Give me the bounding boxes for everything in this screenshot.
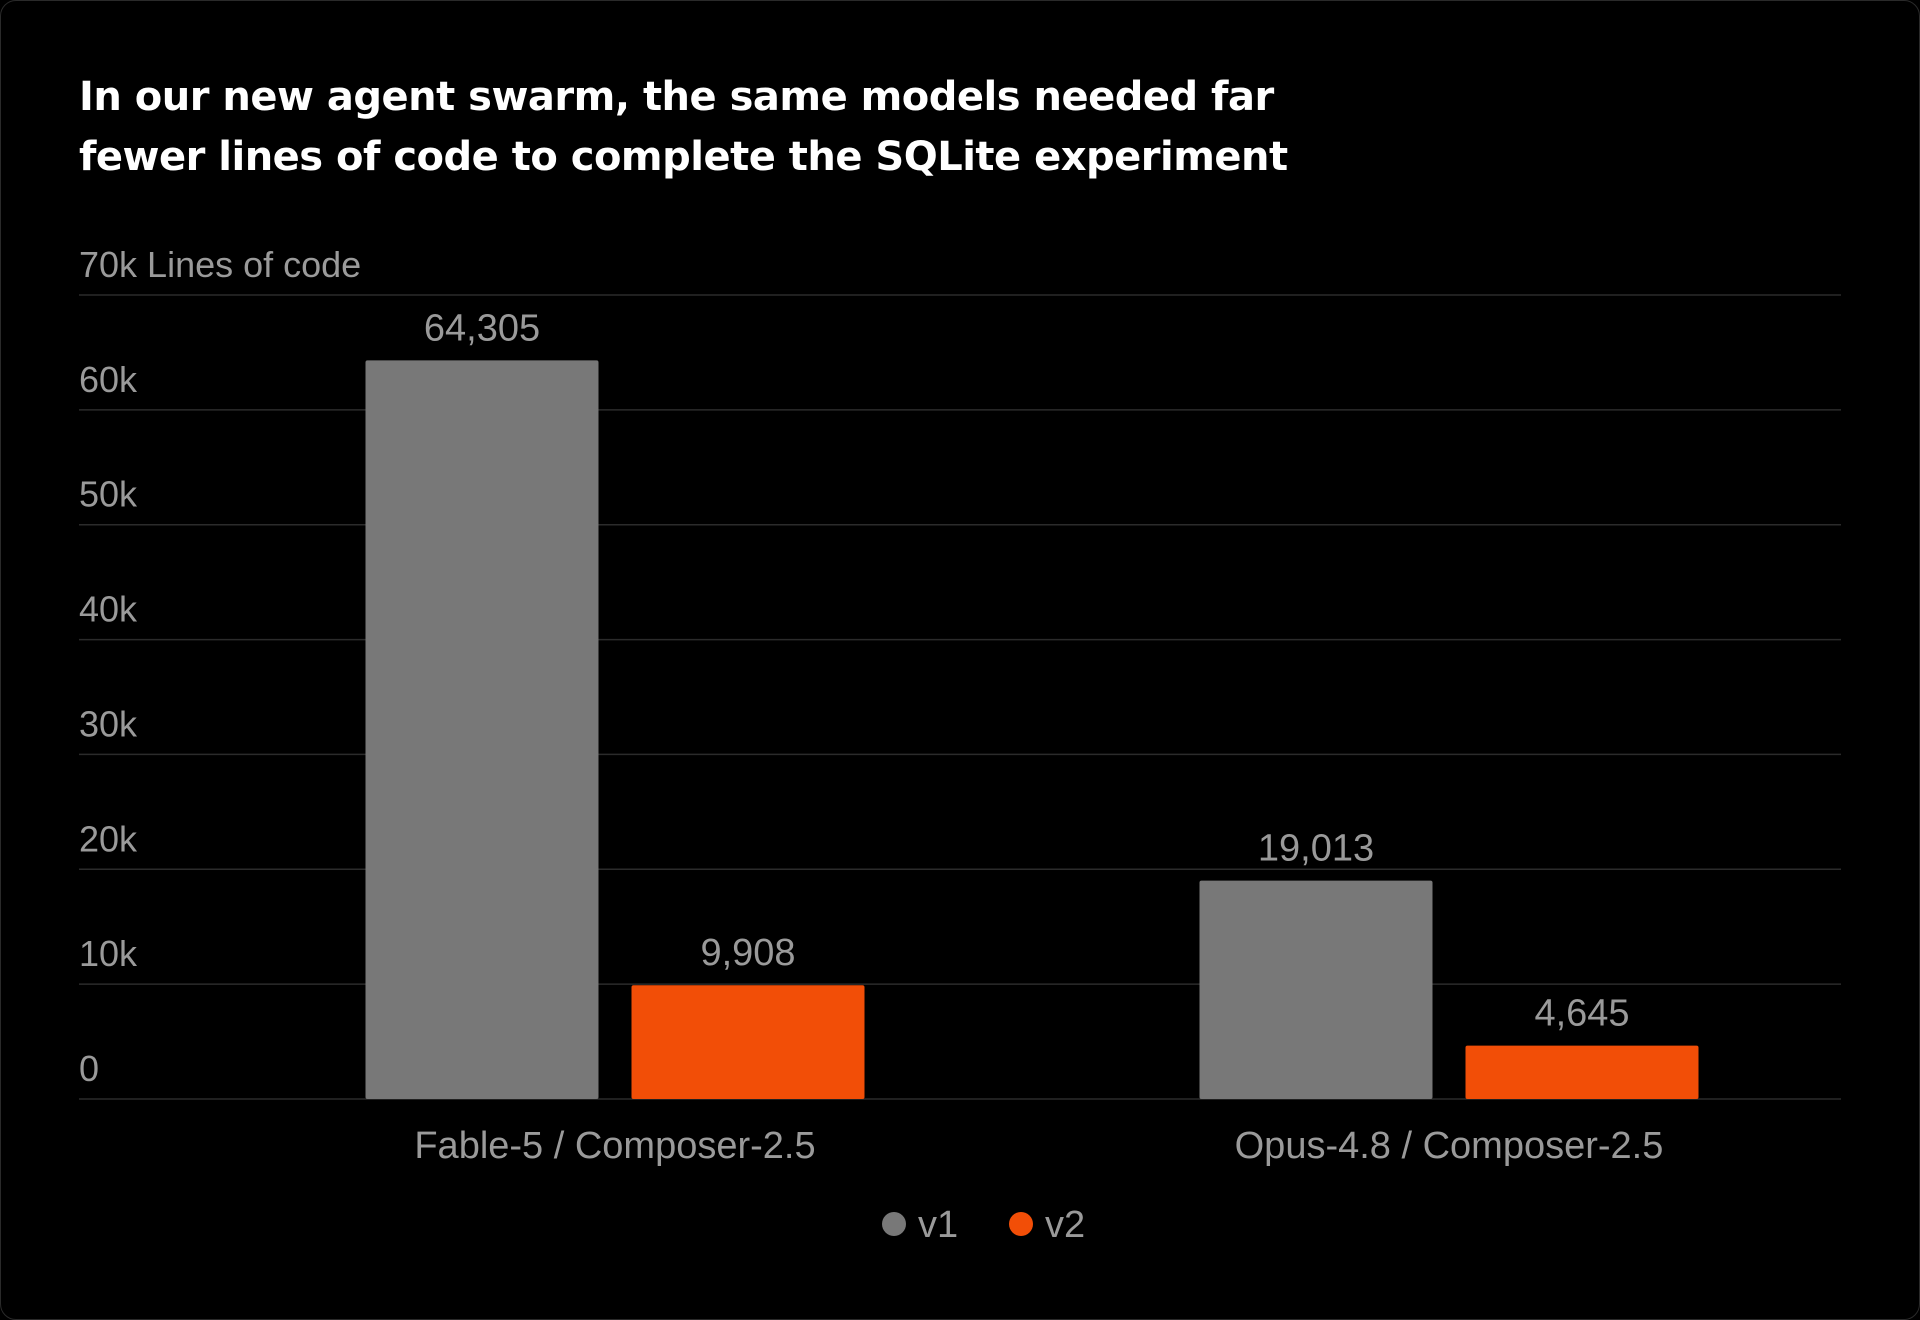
y-axis-ticks: 0 10k 20k 30k 40k 50k 60k 70k Lines of code [79,244,361,1089]
legend-label: v1 [918,1204,958,1246]
chart-title: In our new agent swarm, the same models … [79,67,1379,187]
legend-swatch [882,1212,906,1236]
bar-v1-1 [365,360,599,1099]
data-label: 19,013 [1258,828,1374,870]
y-tick-label: 0 [79,1048,99,1089]
legend-item-v2: v2 [1009,1204,1085,1246]
chart-title-line-2: fewer lines of code to complete the SQLi… [79,134,1288,180]
bar-v2-1 [631,985,865,1099]
y-tick-label: 50k [79,474,138,515]
y-axis-label: Lines of code [137,244,361,285]
legend-item-v1: v1 [882,1204,958,1246]
data-label: 4,645 [1534,993,1629,1035]
data-labels: 64,305 9,908 19,013 4,645 [424,307,1630,1034]
legend-label: v2 [1045,1204,1085,1246]
y-tick-label: 20k [79,818,138,859]
data-label: 64,305 [424,307,540,349]
grid-lines [79,294,1841,1100]
x-axis-ticks: Fable-5 / Composer-2.5 Opus-4.8 / Compose… [414,1125,1663,1167]
y-tick-label: 30k [79,703,138,744]
y-tick-label: 60k [79,359,138,400]
y-tick-label: 40k [79,589,138,630]
data-label: 9,908 [700,932,795,974]
bars [365,360,1699,1099]
y-tick-label: 70k Lines of code [79,244,361,285]
chart-title-line-1: In our new agent swarm, the same models … [79,74,1274,120]
x-tick-label: Fable-5 / Composer-2.5 [414,1125,815,1167]
y-tick-label: 10k [79,933,138,974]
legend: v1 v2 [882,1204,1085,1246]
bar-v1-2 [1199,880,1433,1099]
legend-swatch [1009,1212,1033,1236]
bar-v2-2 [1465,1045,1699,1099]
x-tick-label: Opus-4.8 / Composer-2.5 [1235,1125,1664,1167]
